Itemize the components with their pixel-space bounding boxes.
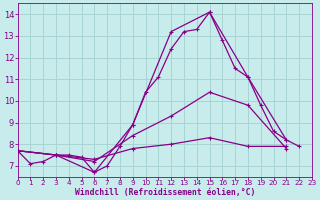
X-axis label: Windchill (Refroidissement éolien,°C): Windchill (Refroidissement éolien,°C): [75, 188, 255, 197]
